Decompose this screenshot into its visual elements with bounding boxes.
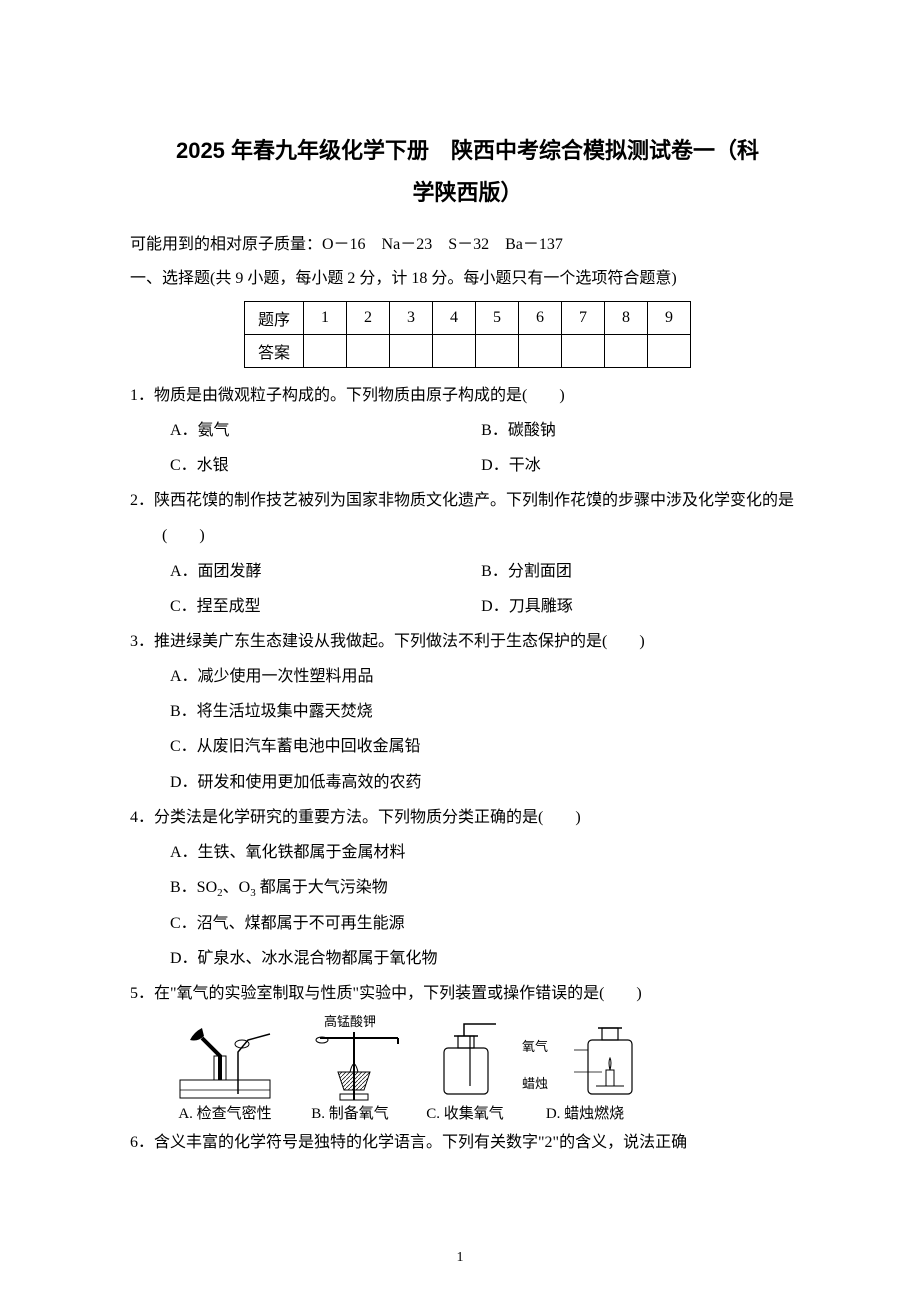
figure-b-label: 高锰酸钾 xyxy=(290,1013,410,1031)
question-6: 6．含义丰富的化学符号是独特的化学语言。下列有关数字"2"的含义，说法正确 xyxy=(130,1125,805,1160)
option-b: B．分割面团 xyxy=(481,554,792,589)
question-3: 3．推进绿美广东生态建设从我做起。下列做法不利于生态保护的是( ) xyxy=(130,624,805,659)
table-row: 答案 xyxy=(245,334,691,367)
table-answer-cell xyxy=(605,334,648,367)
apparatus-prepare-icon xyxy=(290,1032,410,1102)
question-5: 5．在"氧气的实验室制取与性质"实验中，下列装置或操作错误的是( ) xyxy=(130,976,805,1011)
option-c: C．捏至成型 xyxy=(170,589,481,624)
table-row: 题序 1 2 3 4 5 6 7 8 9 xyxy=(245,301,691,334)
question-3-options: A．减少使用一次性塑料用品 B．将生活垃圾集中露天焚烧 C．从废旧汽车蓄电池中回… xyxy=(130,659,805,800)
option-c: C．水银 xyxy=(170,448,481,483)
label-oxygen: 氧气 xyxy=(522,1039,548,1054)
option-a: A．氨气 xyxy=(170,413,481,448)
figure-d-caption: D. 蜡烛燃烧 xyxy=(520,1104,650,1125)
option-c: C．沼气、煤都属于不可再生能源 xyxy=(170,906,805,941)
question-2-options: A．面团发酵 B．分割面团 C．捏至成型 D．刀具雕琢 xyxy=(130,554,805,624)
option-a: A．生铁、氧化铁都属于金属材料 xyxy=(170,835,805,870)
table-col: 4 xyxy=(433,301,476,334)
table-answer-cell xyxy=(519,334,562,367)
question-1-options: A．氨气 B．碳酸钠 C．水银 D．干冰 xyxy=(130,413,805,483)
table-header-label: 题序 xyxy=(245,301,304,334)
figure-a-caption: A. 检查气密性 xyxy=(170,1104,280,1125)
apparatus-airtight-icon xyxy=(170,1022,280,1102)
figure-a: A. 检查气密性 xyxy=(170,1022,280,1125)
option-d: D．干冰 xyxy=(481,448,792,483)
table-answer-cell xyxy=(648,334,691,367)
figure-b: 高锰酸钾 B. 制备氧气 xyxy=(290,1013,410,1125)
question-2: 2．陕西花馍的制作技艺被列为国家非物质文化遗产。下列制作花馍的步骤中涉及化学变化… xyxy=(130,483,805,553)
answer-table: 题序 1 2 3 4 5 6 7 8 9 答案 xyxy=(244,301,691,368)
option-d: D．刀具雕琢 xyxy=(481,589,792,624)
title-line-1: 2025 年春九年级化学下册 陕西中考综合模拟测试卷一（科 xyxy=(130,130,805,172)
table-answer-cell xyxy=(347,334,390,367)
label-candle: 蜡烛 xyxy=(522,1076,548,1091)
option-b-text: 、O xyxy=(223,879,251,896)
figure-c: C. 收集氧气 xyxy=(420,1022,510,1125)
table-answer-cell xyxy=(562,334,605,367)
section-1-heading: 一、选择题(共 9 小题，每小题 2 分，计 18 分。每小题只有一个选项符合题… xyxy=(130,263,805,295)
page-number: 1 xyxy=(0,1250,920,1266)
option-b: B．SO2、O3 都属于大气污染物 xyxy=(170,870,805,905)
option-b-text: 都属于大气污染物 xyxy=(256,879,388,896)
question-4-options: A．生铁、氧化铁都属于金属材料 B．SO2、O3 都属于大气污染物 C．沼气、煤… xyxy=(130,835,805,976)
table-col: 7 xyxy=(562,301,605,334)
table-col: 1 xyxy=(304,301,347,334)
question-4: 4．分类法是化学研究的重要方法。下列物质分类正确的是( ) xyxy=(130,800,805,835)
table-col: 9 xyxy=(648,301,691,334)
table-answer-cell xyxy=(433,334,476,367)
option-d: D．研发和使用更加低毒高效的农药 xyxy=(170,765,805,800)
title-line-2: 学陕西版） xyxy=(130,172,805,214)
figure-c-caption: C. 收集氧气 xyxy=(420,1104,510,1125)
table-col: 6 xyxy=(519,301,562,334)
option-b: B．将生活垃圾集中露天焚烧 xyxy=(170,694,805,729)
option-b: B．碳酸钠 xyxy=(481,413,792,448)
question-1: 1．物质是由微观粒子构成的。下列物质由原子构成的是( ) xyxy=(130,378,805,413)
table-col: 2 xyxy=(347,301,390,334)
apparatus-collect-icon xyxy=(420,1022,510,1102)
option-a: A．面团发酵 xyxy=(170,554,481,589)
exam-title: 2025 年春九年级化学下册 陕西中考综合模拟测试卷一（科 学陕西版） xyxy=(130,130,805,214)
option-a: A．减少使用一次性塑料用品 xyxy=(170,659,805,694)
option-d: D．矿泉水、冰水混合物都属于氧化物 xyxy=(170,941,805,976)
table-col: 5 xyxy=(476,301,519,334)
option-b-text: B．SO xyxy=(170,879,217,896)
table-answer-label: 答案 xyxy=(245,334,304,367)
figure-b-caption: B. 制备氧气 xyxy=(290,1104,410,1125)
option-c: C．从废旧汽车蓄电池中回收金属铅 xyxy=(170,729,805,764)
question-5-figures: A. 检查气密性 高锰酸钾 B. 制备氧气 xyxy=(130,1013,805,1125)
atomic-mass-line: 可能用到的相对原子质量：O－16 Na－23 S－32 Ba－137 xyxy=(130,229,805,261)
table-answer-cell xyxy=(390,334,433,367)
table-answer-cell xyxy=(304,334,347,367)
table-answer-cell xyxy=(476,334,519,367)
table-col: 3 xyxy=(390,301,433,334)
table-col: 8 xyxy=(605,301,648,334)
figure-d: 氧气 蜡烛 D. 蜡烛燃烧 xyxy=(520,1022,650,1125)
